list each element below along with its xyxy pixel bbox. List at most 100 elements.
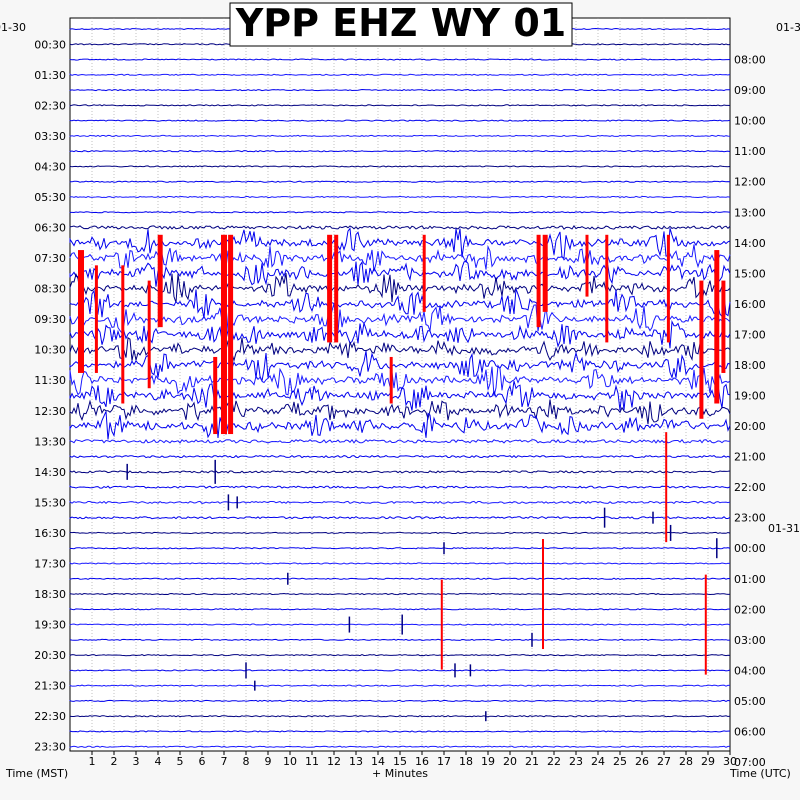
seismic-trace-row	[69, 88, 731, 92]
clipped-signal-burst	[714, 250, 720, 404]
seismic-trace-row	[69, 516, 731, 520]
left-time-label: 19:30	[34, 619, 66, 632]
right-time-labels: 08:00 09:00 10:00 11:00 12:00 13:00 14:00 15:00…	[734, 54, 766, 769]
right-time-label: 16:00	[734, 298, 766, 311]
right-time-label: 06:00	[734, 725, 766, 738]
left-time-label: 15:30	[34, 496, 66, 509]
right-time-label: 20:00	[734, 420, 766, 433]
seismic-trace-row	[69, 73, 731, 76]
date-right-label: 01-31	[776, 21, 800, 34]
right-time-label: 13:00	[734, 206, 766, 219]
right-time-label: 21:00	[734, 451, 766, 464]
seismic-traces	[69, 27, 731, 748]
seismic-trace-row	[69, 244, 731, 272]
right-time-label: 01:00	[734, 573, 766, 586]
right-time-label: 17:00	[734, 328, 766, 341]
left-time-label: 01:30	[34, 69, 66, 82]
date-right-rollover-label: 01-31	[768, 522, 800, 535]
left-time-label: 08:30	[34, 283, 66, 296]
left-time-label: 05:30	[34, 191, 66, 204]
seismic-trace-row	[69, 438, 730, 444]
right-time-label: 05:00	[734, 695, 766, 708]
seismic-trace-row	[69, 454, 731, 459]
x-tick-label: 22	[547, 755, 561, 768]
clipped-signal-burst	[94, 265, 98, 373]
right-time-label: 07:00	[734, 756, 766, 769]
seismic-trace-row	[69, 730, 731, 733]
clipped-signal-burst	[666, 234, 670, 343]
clipped-signal-burst	[536, 234, 541, 328]
right-time-label: 19:00	[734, 390, 766, 403]
right-time-label: 00:00	[734, 542, 766, 555]
x-tick-label: 16	[415, 755, 429, 768]
left-time-label: 20:30	[34, 649, 66, 662]
x-tick-label: 3	[133, 755, 140, 768]
x-tick-label: 4	[155, 755, 162, 768]
x-tick-label: 13	[349, 755, 363, 768]
right-time-label: 10:00	[734, 115, 766, 128]
right-axis-label: Time (UTC)	[729, 767, 791, 780]
right-time-label: 04:00	[734, 664, 766, 677]
seismic-trace-row	[69, 531, 731, 535]
seismic-trace-row	[69, 654, 731, 657]
seismic-trace-row	[69, 260, 731, 287]
clipped-signal-burst	[334, 234, 339, 343]
clipped-signal-burst	[389, 356, 393, 404]
seismic-trace-row	[69, 669, 731, 672]
x-tick-label: 25	[613, 755, 627, 768]
clipped-signal-burst	[213, 356, 218, 435]
clipped-signal-burst	[605, 234, 609, 343]
seismic-trace-row	[69, 227, 731, 259]
left-time-labels: 00:30 01:30 02:30 03:30 04:30 05:30 06:30 07:30…	[34, 38, 66, 753]
x-tick-label: 10	[283, 755, 297, 768]
seismic-trace-row	[69, 470, 731, 474]
left-time-label: 02:30	[34, 99, 66, 112]
seismic-trace-row	[69, 547, 731, 550]
seismic-trace-row	[69, 195, 731, 199]
x-tick-label: 19	[481, 755, 495, 768]
x-tick-label: 8	[243, 755, 250, 768]
right-time-label: 23:00	[734, 512, 766, 525]
seismic-trace-row	[69, 577, 731, 580]
clipped-signal-burst	[78, 250, 84, 373]
seismic-trace-row	[69, 351, 731, 383]
left-time-label: 11:30	[34, 374, 66, 387]
right-time-label: 18:00	[734, 359, 766, 372]
seismic-trace-row	[69, 638, 731, 641]
clipped-signal-burst	[157, 234, 163, 328]
x-tick-labels: 1 2 3 4 5 6 7 8 9 10 11 12 13 14 15 16 17 18 19 20 21 22 23 24 2…	[89, 751, 737, 768]
x-tick-label: 17	[437, 755, 451, 768]
right-time-label: 11:00	[734, 145, 766, 158]
seismic-trace-row	[69, 699, 731, 703]
clipped-signal-burst	[699, 280, 704, 419]
seismic-trace-row	[69, 336, 731, 363]
seismic-trace-row	[69, 562, 731, 565]
clipped-signal-burst	[422, 234, 426, 312]
seismic-trace-row	[69, 364, 731, 397]
right-time-label: 15:00	[734, 267, 766, 280]
seismic-trace-row	[69, 58, 731, 61]
clipped-signal-burst	[585, 234, 589, 297]
seismic-trace-row	[69, 165, 731, 168]
left-time-label: 12:30	[34, 405, 66, 418]
left-axis-label: Time (MST)	[5, 767, 68, 780]
x-tick-label: 20	[503, 755, 517, 768]
left-time-label: 17:30	[34, 557, 66, 570]
clipped-signal-burst	[327, 234, 333, 343]
seismic-trace-row	[69, 684, 731, 687]
x-tick-label: 12	[327, 755, 341, 768]
left-time-label: 13:30	[34, 435, 66, 448]
x-tick-label: 28	[679, 755, 693, 768]
x-tick-label: 1	[89, 755, 96, 768]
x-axis-label: + Minutes	[372, 767, 428, 780]
seismic-trace-row	[69, 272, 731, 303]
seismic-trace-row	[69, 500, 731, 505]
x-tick-label: 26	[635, 755, 649, 768]
left-time-label: 16:30	[34, 527, 66, 540]
left-time-label: 07:30	[34, 252, 66, 265]
seismic-trace-row	[69, 225, 731, 230]
left-time-label: 09:30	[34, 313, 66, 326]
seismic-trace-row	[69, 319, 731, 349]
date-left-label: 01-30	[0, 21, 26, 34]
